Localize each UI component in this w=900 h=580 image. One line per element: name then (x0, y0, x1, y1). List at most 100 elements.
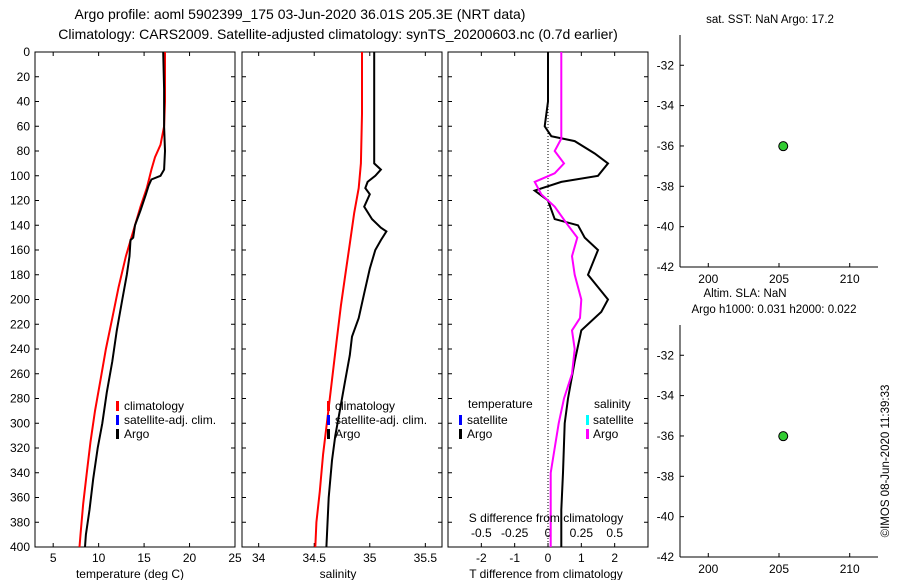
legend-swatch-s-argo (586, 429, 589, 439)
sla-map-subtitle: Argo h1000: 0.031 h2000: 0.022 (692, 304, 857, 316)
s-tick-label: -0.25 (501, 526, 529, 540)
x-tick-label: 20 (183, 551, 197, 565)
x-tick-label: 34.5 (303, 551, 327, 565)
map-y-tick-label: -42 (657, 260, 675, 274)
sst-map-title: sat. SST: NaN Argo: 17.2 (706, 14, 834, 26)
map-x-tick-label: 200 (698, 272, 718, 286)
legend-label-t-argo: Argo (467, 427, 493, 441)
legend-label-argo: Argo (124, 427, 150, 441)
map-x-tick-label: 205 (769, 562, 789, 576)
legend-label-argo: Argo (335, 427, 361, 441)
depth-tick-label: 200 (10, 293, 30, 307)
x-tick-label: 0 (545, 551, 552, 565)
depth-tick-label: 320 (10, 441, 30, 455)
map-x-tick-label: 205 (769, 272, 789, 286)
legend-label-climatology: climatology (335, 399, 395, 413)
sla-map-title: Altim. SLA: NaN (703, 288, 786, 300)
depth-tick-label: 40 (17, 95, 31, 109)
x-tick-label: -1 (509, 551, 520, 565)
x-tick-label: 25 (228, 551, 242, 565)
series-t-difference (532, 52, 610, 547)
temperature-legend: climatology satellite-adj. clim. Argo (116, 399, 216, 441)
legend-swatch-climatology (327, 401, 330, 411)
depth-axis: 0 20 40 60 80 100 120 140 160 180 200 220 240 260 280 3… (10, 45, 648, 554)
x-tick-label: 10 (92, 551, 106, 565)
legend-swatch-satellite (116, 415, 119, 425)
depth-tick-label: 380 (10, 515, 30, 529)
x-tick-label: 5 (50, 551, 57, 565)
legend-label-satellite: satellite-adj. clim. (124, 413, 216, 427)
x-tick-label: 35 (363, 551, 377, 565)
depth-tick-label: 60 (17, 119, 31, 133)
map-y-tick-label: -34 (657, 99, 675, 113)
salinity-xlabel: salinity (320, 567, 357, 580)
legend-swatch-s-satellite (586, 415, 589, 425)
s-tick-label: 0 (545, 526, 552, 540)
depth-tick-label: 0 (23, 45, 30, 59)
difference-plot: -2 -1 0 1 2 -0.5 -0.25 0 0.25 0.5 (471, 52, 623, 565)
map-y-tick-label: -40 (657, 220, 675, 234)
temperature-axes (34, 51, 236, 548)
legend-label-s-satellite: satellite (593, 413, 634, 427)
x-tick-label: 15 (137, 551, 151, 565)
figure-title-line2: Climatology: CARS2009. Satellite-adjuste… (58, 26, 618, 42)
map-y-tick-label: -36 (657, 139, 675, 153)
map-x-tick-label: 210 (840, 272, 860, 286)
depth-tick-label: 340 (10, 466, 30, 480)
x-tick-label: 34 (252, 551, 266, 565)
depth-tick-label: 120 (10, 194, 30, 208)
depth-tick-label: 160 (10, 243, 30, 257)
legend-title-salinity: salinity (594, 397, 631, 411)
map-x-tick-label: 210 (840, 562, 860, 576)
legend-label-s-argo: Argo (593, 427, 619, 441)
legend-title-temperature: temperature (468, 397, 533, 411)
series-argo (325, 52, 388, 548)
depth-tick-label: 140 (10, 218, 30, 232)
temperature-xlabel: temperature (deg C) (76, 567, 184, 580)
legend-label-satellite: satellite-adj. clim. (335, 413, 427, 427)
figure-title-line1: Argo profile: aoml 5902399_175 03-Jun-20… (75, 6, 526, 22)
difference-salinity-legend: salinity satellite Argo (586, 397, 634, 441)
legend-swatch-t-satellite (459, 415, 462, 425)
sst-map: -32 -34 -36 -38 -40 -42 200 205 210 (657, 35, 878, 286)
map-y-tick-label: -32 (657, 58, 675, 72)
depth-tick-label: 260 (10, 367, 30, 381)
difference-temperature-legend: temperature satellite Argo (459, 397, 533, 441)
legend-swatch-argo (116, 429, 119, 439)
map-y-tick-label: -42 (657, 550, 675, 564)
s-difference-xlabel: S difference from climatology (469, 511, 624, 525)
depth-tick-label: 280 (10, 392, 30, 406)
temperature-plot: 5 10 15 20 25 (50, 51, 242, 565)
depth-tick-label: 300 (10, 416, 30, 430)
imos-timestamp: ©IMOS 08-Jun-2020 11:39:33 (880, 385, 892, 538)
depth-tick-label: 360 (10, 491, 30, 505)
salinity-legend: climatology satellite-adj. clim. Argo (327, 399, 427, 441)
depth-tick-label: 80 (17, 144, 31, 158)
depth-tick-label: 20 (17, 70, 31, 84)
legend-swatch-climatology (116, 401, 119, 411)
map-y-tick-label: -36 (657, 429, 675, 443)
depth-tick-label: 400 (10, 540, 30, 554)
x-tick-label: 1 (578, 551, 585, 565)
depth-tick-label: 180 (10, 268, 30, 282)
legend-label-climatology: climatology (124, 399, 184, 413)
depth-tick-label: 100 (10, 169, 30, 183)
map-y-tick-label: -38 (657, 179, 675, 193)
depth-tick-label: 240 (10, 342, 30, 356)
map-x-tick-label: 200 (698, 562, 718, 576)
x-tick-label: -2 (476, 551, 487, 565)
series-s-difference (533, 52, 583, 547)
legend-label-t-satellite: satellite (467, 413, 508, 427)
s-tick-label: 0.5 (606, 526, 623, 540)
x-tick-label: 35.5 (414, 551, 438, 565)
s-tick-label: -0.5 (471, 526, 492, 540)
series-climatology (78, 52, 166, 548)
s-tick-label: 0.25 (570, 526, 594, 540)
legend-swatch-t-argo (459, 429, 462, 439)
map-y-tick-label: -34 (657, 389, 675, 403)
series-argo (84, 51, 167, 548)
argo-location-marker (778, 431, 789, 442)
legend-swatch-satellite (327, 415, 330, 425)
argo-location-marker (778, 141, 789, 152)
